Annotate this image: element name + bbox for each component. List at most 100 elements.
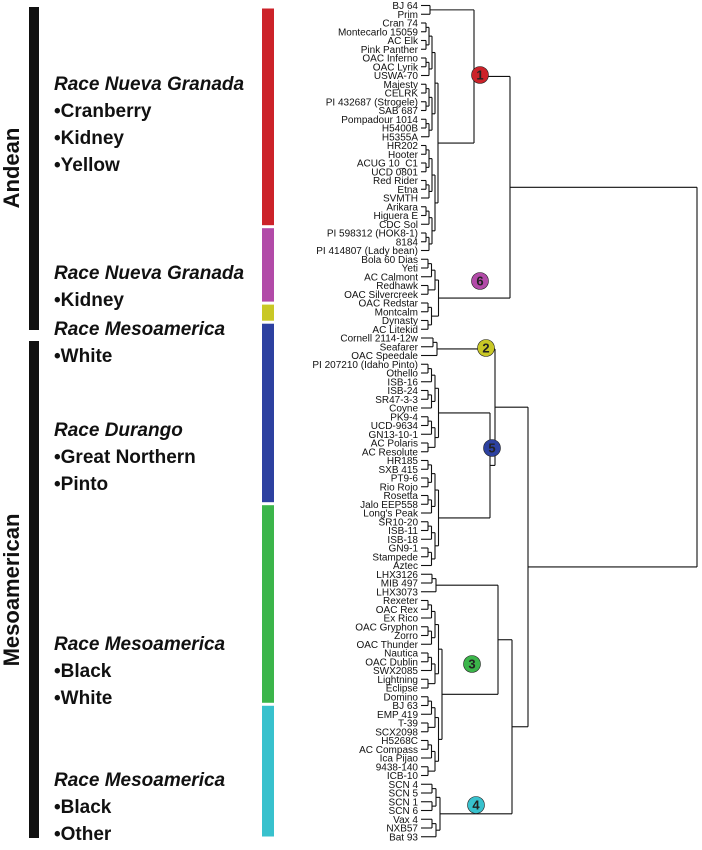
leaf-label: Coyne [389,404,418,415]
leaf-label: OAC Inferno [362,54,418,65]
leaf-label: Bola 60 Dias [361,255,418,266]
leaf-label: OAC Redstar [359,299,419,310]
leaf-label: UCD 0801 [371,167,418,178]
group-item-g5-0: •Black [54,661,112,682]
leaf-label: Montcalm [375,307,418,318]
leaf-label: Dynasty [382,316,418,327]
gene-pool-label-andean: Andean [0,128,24,209]
leaf-label: 8184 [396,237,419,248]
group-title-g2: Race Nueva Granada [54,263,245,284]
group-item-g1-2: •Yellow [54,155,120,176]
leaf-label: OAC Lyrik [373,62,419,73]
group-item-g3-0: •White [54,346,112,367]
leaf-label: Stampede [372,552,418,563]
leaf-label: OAC Gryphon [355,622,418,633]
leaf-label: Aztec [393,561,418,572]
cluster-marker-3 [463,655,481,673]
cluster-number-6: 6 [476,274,483,289]
leaf-label: Vax 4 [393,815,418,826]
color-bar-g3 [262,304,274,321]
leaf-label: SR10-20 [379,517,419,528]
leaf-label: SWX2085 [373,666,418,677]
leaf-label: HR202 [387,141,419,152]
cluster-number-4: 4 [472,798,480,813]
leaf-label: SCN 1 [389,797,419,808]
leaf-label: ISB-24 [387,386,418,397]
group-item-g1-1: •Kidney [54,128,124,149]
leaf-label: Long's Peak [363,509,419,520]
group-title-g6: Race Mesoamerica [54,770,226,791]
leaf-label: PT9-6 [391,474,419,485]
group-title-g3: Race Mesoamerica [54,319,226,340]
cluster-number-5: 5 [488,441,495,456]
leaf-label: SCN 4 [389,780,419,791]
leaf-label: BJ 63 [392,701,418,712]
leaf-label: Cornell 2114-12w [340,334,418,345]
group-item-g6-1: •Other [54,824,112,845]
leaf-label: Hooter [388,150,419,161]
cluster-marker-6 [471,272,489,290]
gene-pool-bar-andean [29,7,39,330]
leaf-label: CDC Sol [379,220,418,231]
leaf-label: Jalo EEP558 [360,500,418,511]
leaf-label: PK9-4 [390,412,418,423]
group-label-layer: Race Nueva Granada •Cranberry •Kidney •Yell… [54,74,245,845]
leaf-label: PI 598312 (HOK8-1) [327,229,418,240]
group-item-g1-0: •Cranberry [54,101,152,122]
cluster-marker-4 [467,796,485,814]
leaf-label: Montecarlo 15059 [338,27,418,38]
leaf-label: ISB-18 [387,535,418,546]
group-item-g6-0: •Black [54,797,112,818]
leaf-label: GN13-10-1 [369,430,419,441]
leaf-label: H5355A [382,132,418,143]
leaf-label: SAB 687 [379,106,419,117]
leaf-label: ACUG 10_C1 [357,159,419,170]
color-bar-g5 [262,505,274,703]
leaf-label: LHX3126 [376,570,418,581]
cluster-marker-2 [477,339,495,357]
leaf-label: H5400B [382,124,418,135]
leaf-label: ISB-16 [387,377,418,388]
leaf-label: Yeti [402,264,418,275]
group-item-g2-0: •Kidney [54,290,124,311]
tree-branch-layer [421,4,698,838]
leaf-label: Pink Panther [361,45,419,56]
cluster-number-1: 1 [476,68,483,83]
cluster-number-3: 3 [468,657,475,672]
leaf-label: Cran 74 [382,19,418,30]
leaf-label: SCX2098 [375,727,418,738]
leaf-label: Nautica [384,649,418,660]
leaf-label: UCD-9634 [371,421,419,432]
leaf-label: OAC Speedale [351,351,418,362]
leaf-label: SR47-3-3 [375,395,418,406]
gene-pool-layer: Andean Mesoamerican [0,7,39,838]
leaf-label: ICB-10 [387,771,419,782]
leaf-label: Othello [386,369,418,380]
leaf-label: OAC Rex [376,605,418,616]
leaf-label: Lightning [377,675,418,686]
group-item-g4-0: •Great Northern [54,447,196,468]
leaf-label: Pompadour 1014 [341,115,418,126]
leaf-label: Ex Rico [384,614,419,625]
leaf-label: 9438-140 [376,762,419,773]
color-bar-g1 [262,8,274,226]
leaf-label: ISB-11 [388,526,418,537]
leaf-label: AC Compass [359,745,418,756]
leaf-label: BJ 64 [392,1,418,12]
leaf-label: Etna [397,185,418,196]
leaf-label: Ica Pijao [380,754,419,765]
leaf-label: Zorro [394,631,418,642]
leaf-label: AC Calmont [364,272,418,283]
leaf-label: PI 414807 (Lady bean) [316,246,418,257]
leaf-label: Eclipse [386,684,419,695]
group-title-g1: Race Nueva Granada [54,74,245,95]
leaf-label: Rexeter [383,596,419,607]
leaf-label: Redhawk [376,281,419,292]
leaf-label: PI 432687 (Strogele) [326,97,418,108]
cluster-marker-layer: 1 6 2 5 3 4 [463,66,501,814]
leaf-label: Arikara [386,202,418,213]
leaf-label: AC Resolute [362,447,419,458]
leaf-label: SVMTH [383,194,418,205]
color-bar-g2 [262,228,274,302]
